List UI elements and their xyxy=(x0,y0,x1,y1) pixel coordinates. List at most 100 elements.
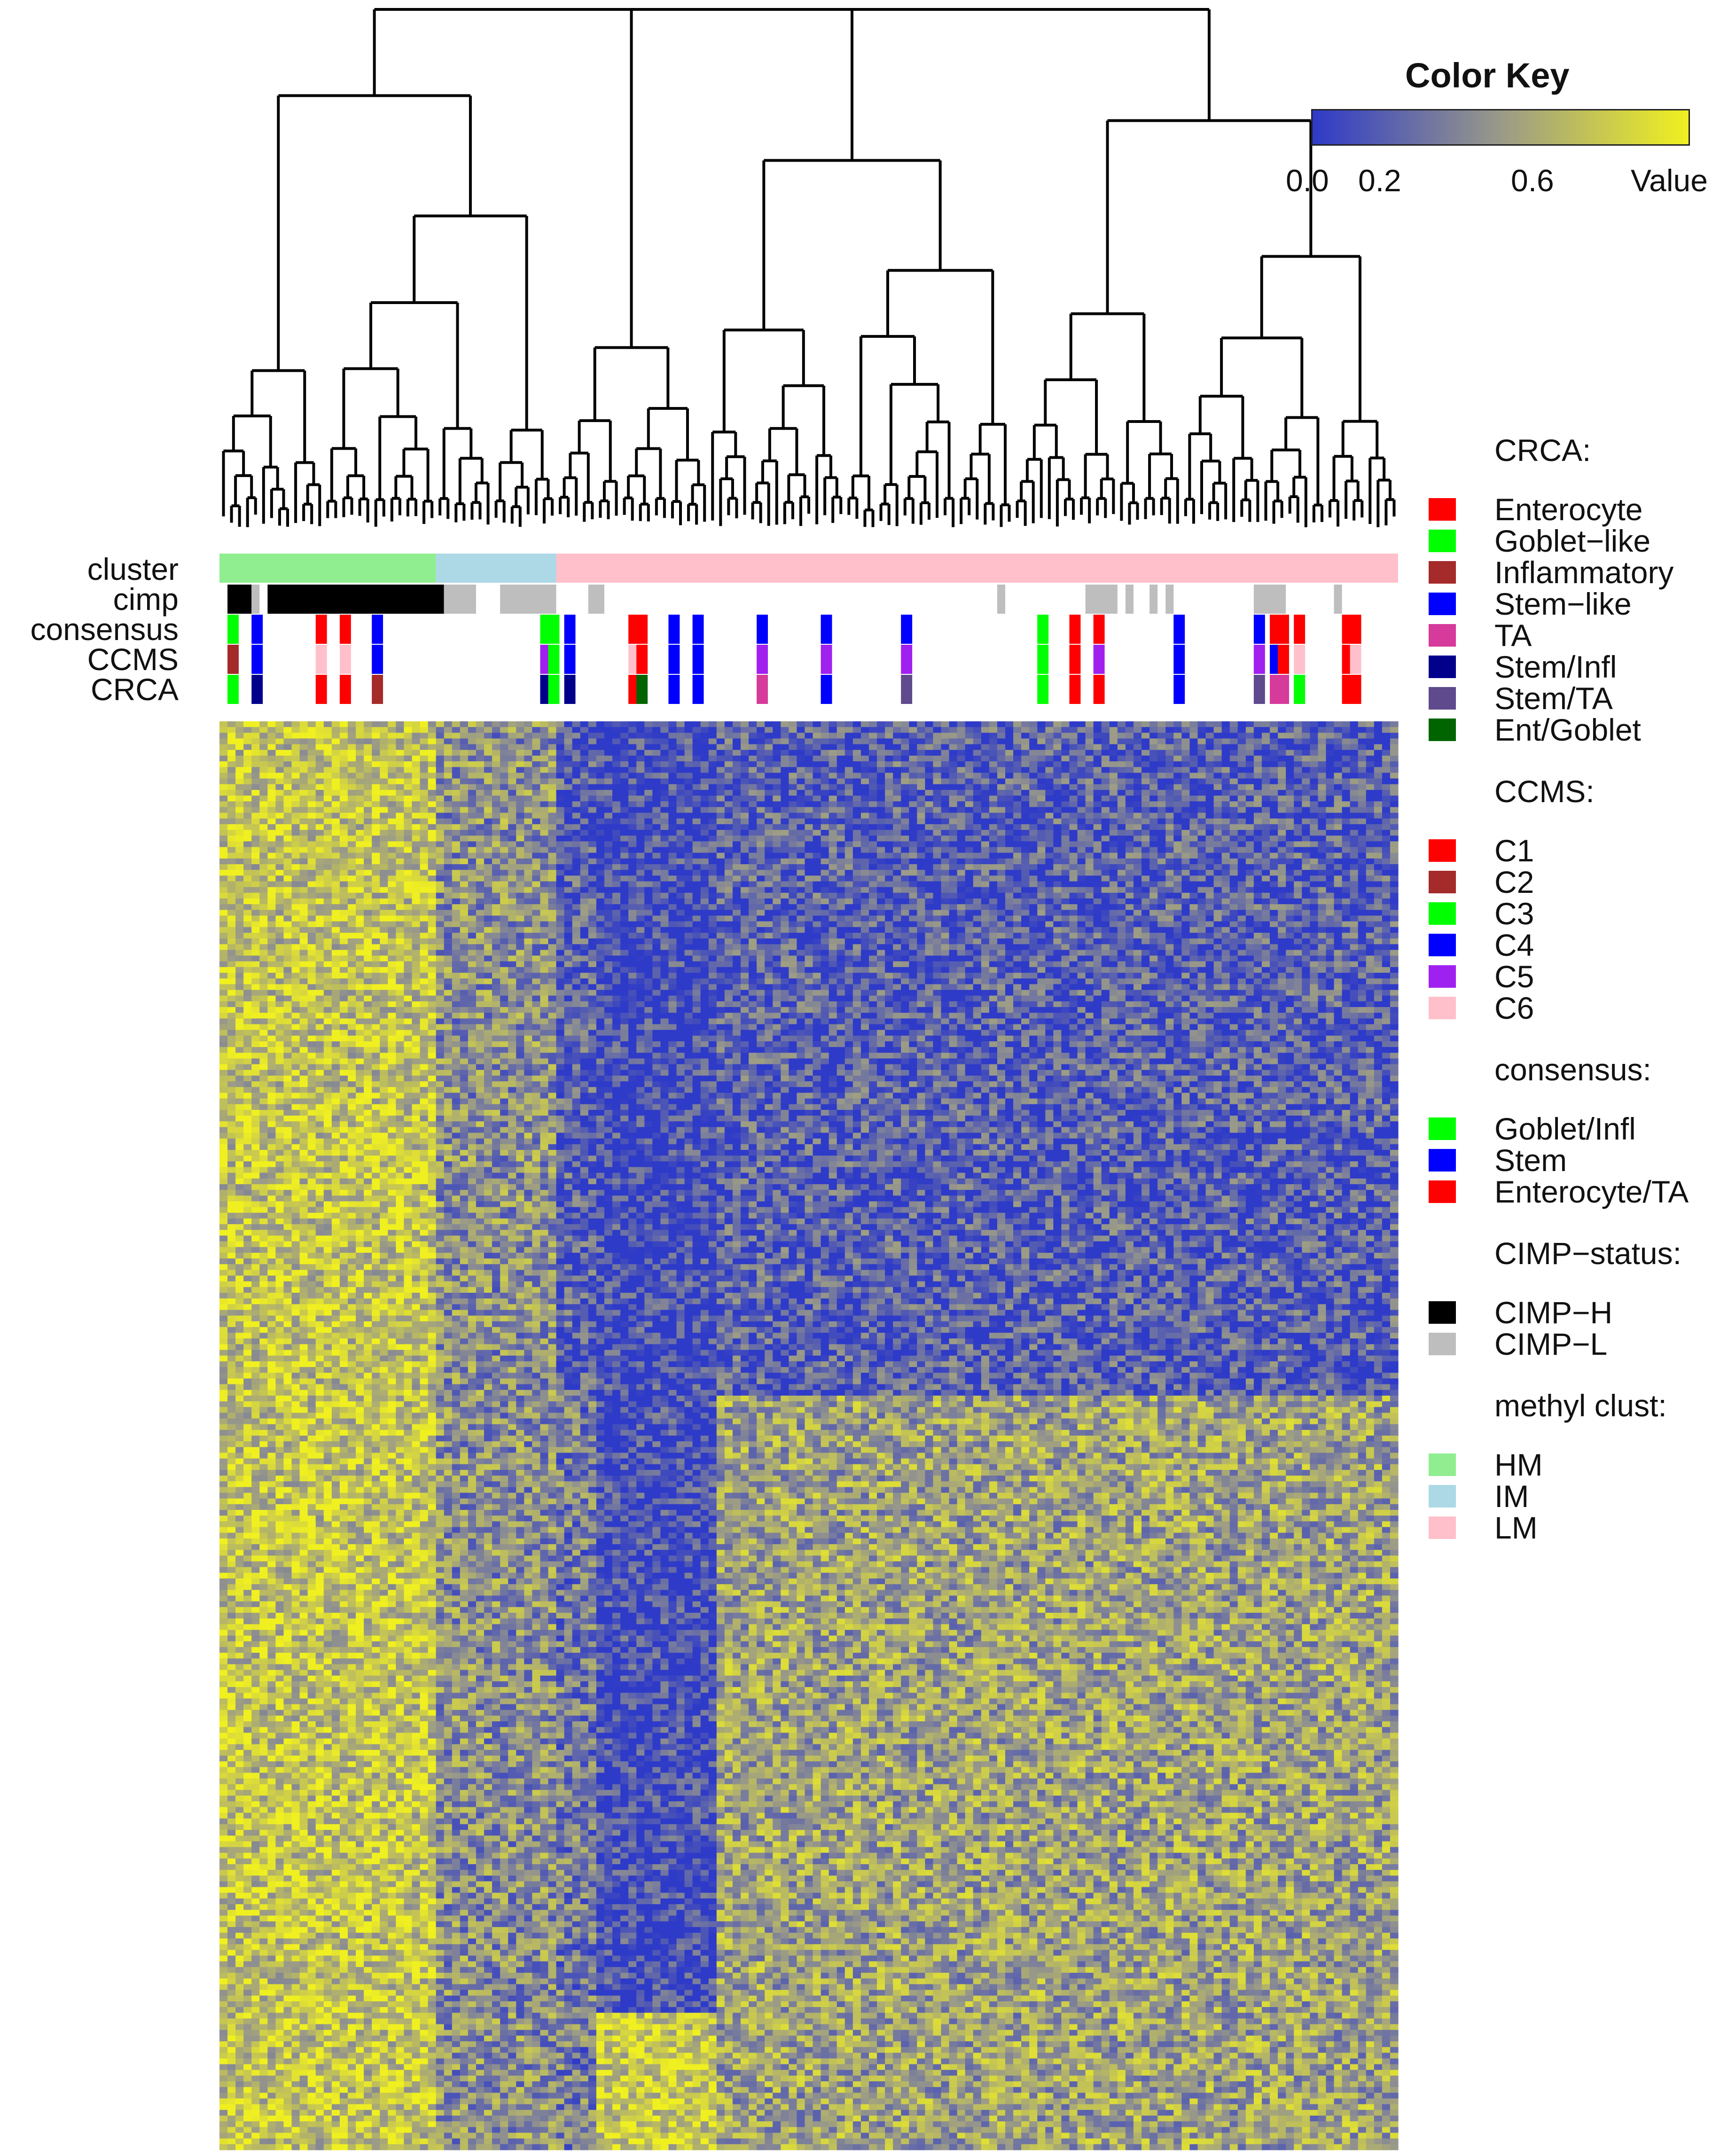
heatmap-cell xyxy=(364,1464,372,1470)
heatmap-cell xyxy=(283,2041,292,2047)
heatmap-cell xyxy=(235,1424,244,1430)
heatmap-cell xyxy=(275,1144,284,1150)
heatmap-cell xyxy=(347,1978,356,1984)
heatmap-cell xyxy=(356,807,364,813)
heatmap-cell xyxy=(331,1538,340,1545)
heatmap-cell xyxy=(331,1247,340,1253)
heatmap-cell xyxy=(259,1018,268,1025)
heatmap-cell xyxy=(372,1812,380,1819)
heatmap-cell xyxy=(243,915,252,922)
heatmap-cell xyxy=(372,1487,380,1493)
heatmap-cell xyxy=(219,1858,228,1865)
heatmap-cell xyxy=(347,1704,356,1711)
heatmap-cell xyxy=(299,1424,308,1430)
heatmap-cell xyxy=(315,1281,324,1288)
heatmap-cell xyxy=(356,1310,364,1316)
heatmap-cell xyxy=(347,1601,356,1608)
heatmap-cell xyxy=(315,1275,324,1282)
heatmap-cell xyxy=(267,1504,276,1510)
heatmap-cell xyxy=(347,1590,356,1596)
heatmap-cell xyxy=(347,1281,356,1288)
heatmap-cell xyxy=(331,1469,340,1476)
heatmap-cell xyxy=(356,1990,364,1996)
heatmap-cell xyxy=(259,1744,268,1750)
heatmap-cell xyxy=(364,1727,372,1733)
heatmap-cell xyxy=(323,1789,332,1796)
heatmap-cell xyxy=(243,1607,252,1613)
heatmap-cell xyxy=(323,1973,332,1979)
heatmap-cell xyxy=(339,1304,348,1311)
heatmap-cell xyxy=(372,1807,380,1813)
heatmap-cell xyxy=(364,1001,372,1008)
heatmap-cell xyxy=(364,1167,372,1173)
heatmap-cell xyxy=(323,773,332,779)
heatmap-cell xyxy=(251,973,260,979)
heatmap-cell xyxy=(356,1973,364,1979)
heatmap-cell xyxy=(364,858,372,865)
heatmap-cell xyxy=(291,1178,300,1185)
heatmap-cell xyxy=(235,2075,244,2082)
heatmap-cell xyxy=(283,1944,292,1950)
heatmap-cell xyxy=(347,875,356,882)
heatmap-cell xyxy=(227,938,236,945)
heatmap-cell xyxy=(227,995,236,1002)
heatmap-cell xyxy=(283,841,292,848)
heatmap-cell xyxy=(364,2127,372,2133)
heatmap-cell xyxy=(356,1870,364,1876)
heatmap-cell xyxy=(356,1270,364,1276)
heatmap-cell xyxy=(323,2024,332,2031)
heatmap-cell xyxy=(219,1624,228,1631)
heatmap-cell xyxy=(339,1995,348,2002)
heatmap-cell xyxy=(219,2013,228,2019)
heatmap-cell xyxy=(283,1224,292,1230)
heatmap-cell xyxy=(323,1550,332,1556)
heatmap-cell xyxy=(251,955,260,962)
heatmap-cell xyxy=(283,990,292,996)
heatmap-cell xyxy=(331,1555,340,1562)
heatmap-cell xyxy=(372,1013,380,1019)
heatmap-cell xyxy=(356,1875,364,1882)
heatmap-cell xyxy=(364,1738,372,1745)
heatmap-cell xyxy=(364,1270,372,1276)
heatmap-cell xyxy=(251,1647,260,1653)
heatmap-cell xyxy=(323,2116,332,2122)
heatmap-cell xyxy=(219,2053,228,2059)
heatmap-cell xyxy=(323,2064,332,2070)
heatmap-cell xyxy=(323,1138,332,1145)
heatmap-cell xyxy=(364,2093,372,2099)
heatmap-cell xyxy=(227,1047,236,1053)
heatmap-cell xyxy=(251,938,260,945)
heatmap-cell xyxy=(299,2024,308,2031)
heatmap-cell xyxy=(331,1333,340,1339)
heatmap-cell xyxy=(219,744,228,750)
heatmap-cell xyxy=(339,2127,348,2133)
heatmap-cell xyxy=(227,767,236,773)
heatmap-cell xyxy=(299,864,308,870)
heatmap-cell xyxy=(331,2116,340,2122)
heatmap-cell xyxy=(356,1172,364,1179)
heatmap-cell xyxy=(356,1527,364,1533)
heatmap-cell xyxy=(299,1413,308,1419)
heatmap-cell xyxy=(347,1230,356,1236)
heatmap-cell xyxy=(235,2064,244,2070)
heatmap-cell xyxy=(339,1333,348,1339)
heatmap-cell xyxy=(315,892,324,899)
heatmap-cell xyxy=(331,1258,340,1265)
heatmap-cell xyxy=(323,1087,332,1093)
heatmap-cell xyxy=(251,2098,260,2105)
heatmap-cell xyxy=(227,932,236,939)
heatmap-cell xyxy=(372,995,380,1002)
heatmap-cell xyxy=(243,2047,252,2053)
heatmap-cell xyxy=(251,1109,260,1116)
heatmap-cell xyxy=(235,727,244,733)
heatmap-cell xyxy=(307,1624,316,1631)
heatmap-cell xyxy=(299,1687,308,1693)
heatmap-cell xyxy=(267,870,276,876)
heatmap-cell xyxy=(356,1258,364,1265)
heatmap-cell xyxy=(283,852,292,859)
heatmap-cell xyxy=(323,1812,332,1819)
heatmap-cell xyxy=(364,824,372,830)
heatmap-cell xyxy=(259,1053,268,1059)
heatmap-cell xyxy=(339,961,348,968)
heatmap-cell xyxy=(291,1070,300,1076)
